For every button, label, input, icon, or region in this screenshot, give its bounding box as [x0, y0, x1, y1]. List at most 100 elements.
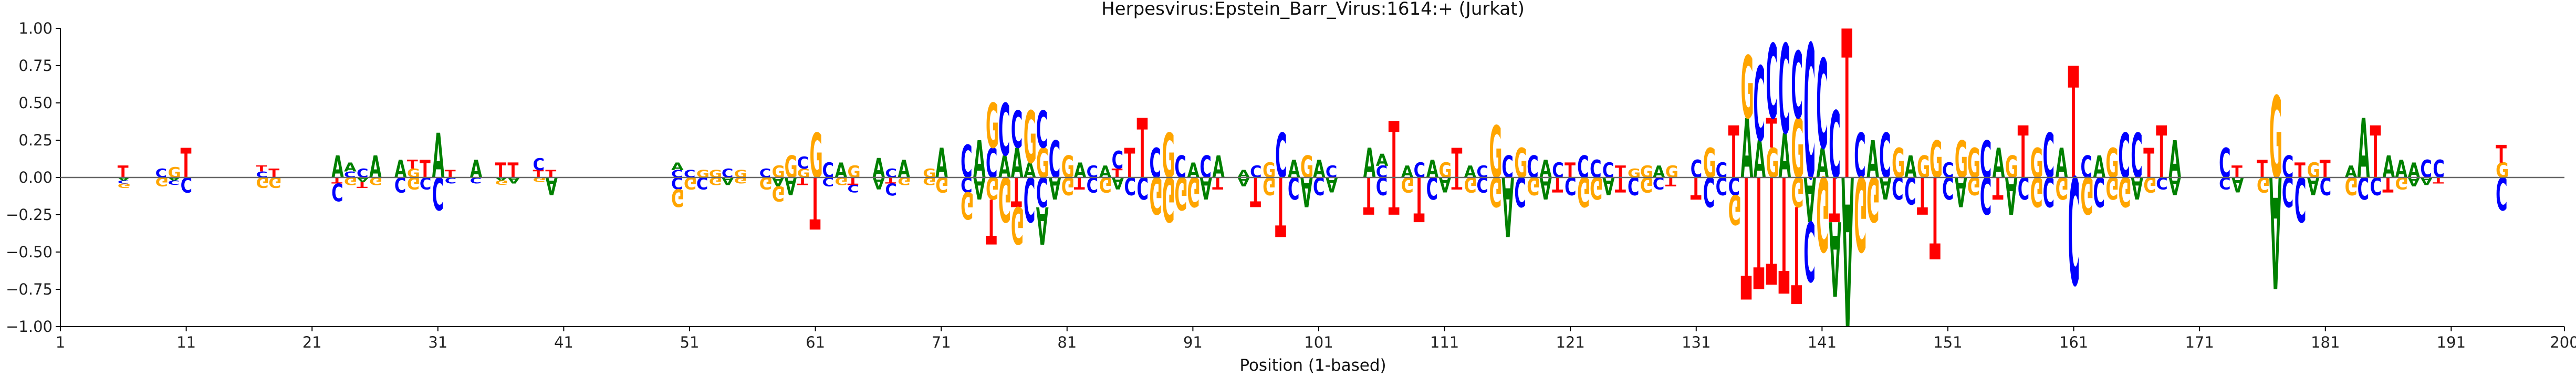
- logo-letter-g: G: [1036, 140, 1049, 187]
- logo-letter-g: G: [709, 175, 722, 187]
- logo-letter-a: A: [1879, 170, 1892, 206]
- logo-letter-c: C: [1112, 146, 1123, 174]
- logo-letter-g: G: [1174, 166, 1187, 219]
- logo-letter-g: G: [1930, 131, 1943, 190]
- logo-letter-a: A: [432, 121, 445, 192]
- logo-letter-c: C: [1577, 149, 1589, 185]
- logo-letter-a: A: [470, 155, 483, 183]
- logo-letter-a: A: [1816, 140, 1829, 187]
- logo-letter-c: C: [1476, 172, 1488, 195]
- logo-letter-t: T: [1930, 150, 1941, 281]
- logo-letter-t: T: [1212, 173, 1223, 192]
- logo-letter-g: G: [1866, 162, 1880, 233]
- logo-letter-t: T: [1691, 170, 1702, 206]
- x-tick-label: 71: [932, 333, 951, 351]
- logo-letter-c: C: [2219, 173, 2230, 192]
- logo-letter-a: A: [1778, 121, 1791, 192]
- logo-letter-t: T: [407, 158, 418, 172]
- logo-letter-c: C: [1288, 170, 1299, 206]
- logo-letter-c: C: [998, 89, 1010, 173]
- x-tick-label: 1: [56, 333, 65, 351]
- logo-letter-g: G: [1640, 172, 1653, 195]
- logo-letter-t: T: [1074, 173, 1085, 192]
- logo-letter-g: G: [1791, 102, 1804, 197]
- logo-letter-c: C: [1313, 171, 1324, 200]
- logo-letter-c: C: [2118, 121, 2130, 192]
- logo-letter-c: C: [1904, 169, 1916, 212]
- logo-letter-g: G: [1011, 195, 1024, 254]
- logo-letter-c: C: [2496, 166, 2507, 219]
- logo-letter-c: C: [2043, 168, 2054, 216]
- logo-letter-t: T: [1011, 168, 1022, 216]
- x-tick-label: 51: [680, 333, 700, 351]
- logo-letter-g: G: [1955, 131, 1968, 190]
- logo-letter-c: C: [986, 140, 997, 187]
- logo-letter-g: G: [998, 162, 1011, 233]
- logo-letter-c: C: [1728, 171, 1740, 200]
- logo-letter-t: T: [2383, 172, 2394, 195]
- logo-letter-g: G: [1514, 140, 1527, 187]
- logo-letter-c: C: [2282, 168, 2293, 216]
- logo-letter-c: C: [1426, 170, 1438, 206]
- logo-letter-c: C: [1174, 149, 1186, 185]
- logo-letter-c: C: [1628, 171, 1639, 200]
- logo-letter-g: G: [986, 170, 999, 206]
- logo-letter-g: G: [759, 173, 773, 192]
- logo-letter-g: G: [1590, 170, 1603, 206]
- logo-letter-c: C: [1778, 19, 1790, 162]
- logo-letter-a: A: [1376, 151, 1389, 170]
- logo-letter-g: G: [2056, 170, 2069, 206]
- logo-letter-c: C: [1565, 171, 1576, 200]
- logo-letter-a: A: [331, 149, 344, 185]
- logo-letter-a: A: [1501, 158, 1514, 253]
- x-ticks: 1 11 21 31 41 51 61 71 81 91 101 111 121 131 141 151 161…: [56, 327, 2576, 351]
- x-tick-label: 31: [428, 333, 447, 351]
- logo-letter-g: G: [772, 181, 785, 204]
- logo-letter-t: T: [256, 164, 267, 174]
- logo-letter-c: C: [1527, 149, 1538, 185]
- logo-letter-g: G: [1061, 171, 1075, 200]
- logo-letter-g: G: [1577, 168, 1590, 216]
- logo-letter-t: T: [1741, 138, 1752, 332]
- logo-letter-a: A: [2407, 174, 2420, 188]
- logo-letter-c: C: [331, 177, 343, 206]
- logo-letter-a: A: [2307, 171, 2320, 200]
- logo-letter-g: G: [2030, 168, 2043, 216]
- logo-letter-c: C: [1892, 170, 1903, 206]
- y-tick-label: −1.00: [6, 318, 53, 336]
- logo-letter-a: A: [2131, 170, 2143, 206]
- logo-letter-g: G: [2118, 168, 2131, 216]
- logo-letter-c: C: [847, 182, 859, 194]
- logo-letter-g: G: [407, 166, 420, 181]
- logo-letter-g: G: [2081, 165, 2094, 224]
- logo-letter-g: G: [1489, 111, 1502, 195]
- logo-letter-t: T: [1552, 172, 1563, 195]
- logo-letter-c: C: [1200, 149, 1211, 185]
- logo-letter-g: G: [2496, 160, 2509, 183]
- logo-letter-g: G: [1640, 163, 1653, 182]
- logo-letter-a: A: [1866, 131, 1879, 190]
- x-tick-label: 171: [2185, 333, 2214, 351]
- logo-letter-a: A: [495, 176, 508, 181]
- x-tick-label: 131: [1682, 333, 1711, 351]
- logo-letter-t: T: [810, 160, 821, 244]
- logo-letter-t: T: [797, 175, 808, 187]
- logo-letter-t: T: [181, 140, 192, 187]
- logo-letter-c: C: [2131, 121, 2142, 192]
- logo-letter-c: C: [2156, 173, 2167, 192]
- y-tick-label: 0.00: [18, 169, 53, 186]
- logo-letter-c: C: [696, 173, 708, 192]
- logo-letter-c: C: [1137, 170, 1149, 206]
- logo-letter-a: A: [118, 176, 131, 181]
- logo-letter-g: G: [1162, 121, 1175, 192]
- logo-letter-t: T: [1452, 140, 1463, 187]
- logo-letter-c: C: [1879, 121, 1891, 192]
- logo-letter-a: A: [1841, 129, 1854, 366]
- logo-letter-g: G: [1665, 163, 1678, 182]
- logo-letter-t: T: [2156, 111, 2167, 195]
- axes: [60, 28, 2564, 327]
- logo-letter-a: A: [872, 153, 885, 184]
- logo-letter-g: G: [1854, 153, 1867, 272]
- logo-letter-c: C: [118, 180, 129, 184]
- logo-letter-t: T: [1728, 111, 1739, 195]
